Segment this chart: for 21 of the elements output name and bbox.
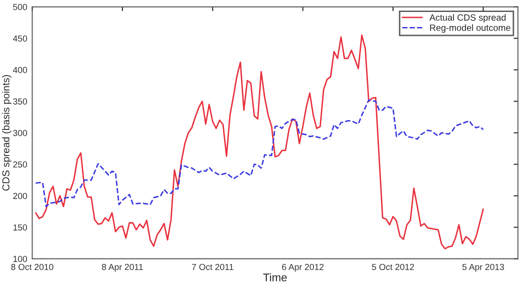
y-tick-label: 200 — [13, 192, 28, 200]
y-tick-label: 450 — [12, 35, 28, 42]
y-tick-label: 350 — [13, 98, 28, 105]
x-axis-title: Time — [263, 273, 287, 282]
y-tick-label: 250 — [13, 161, 28, 168]
y-tick-label: 400 — [12, 66, 28, 74]
x-tick-label: 8 Apr 2011 — [102, 264, 143, 272]
x-tick-label: 5 Apr 2013 — [462, 264, 504, 272]
x-tick-label: 6 Apr 2012 — [282, 264, 324, 272]
legend-label: Reg-model outcome — [430, 24, 510, 33]
line-series — [35, 34, 484, 250]
legend-label: Actual CDS spread — [429, 14, 506, 22]
y-tick-label: 150 — [13, 224, 28, 231]
y-tick-label: 300 — [13, 130, 28, 136]
x-tick-label: 7 Oct 2011 — [192, 264, 234, 270]
y-tick-label: 100 — [13, 256, 28, 262]
y-tick-label: 500 — [13, 4, 28, 10]
x-tick-label: 8 Oct 2010 — [11, 264, 54, 270]
line-series — [35, 99, 484, 208]
y-axis-title: CDS spread (basis points) — [2, 75, 12, 191]
x-tick-label: 5 Oct 2012 — [372, 264, 414, 270]
